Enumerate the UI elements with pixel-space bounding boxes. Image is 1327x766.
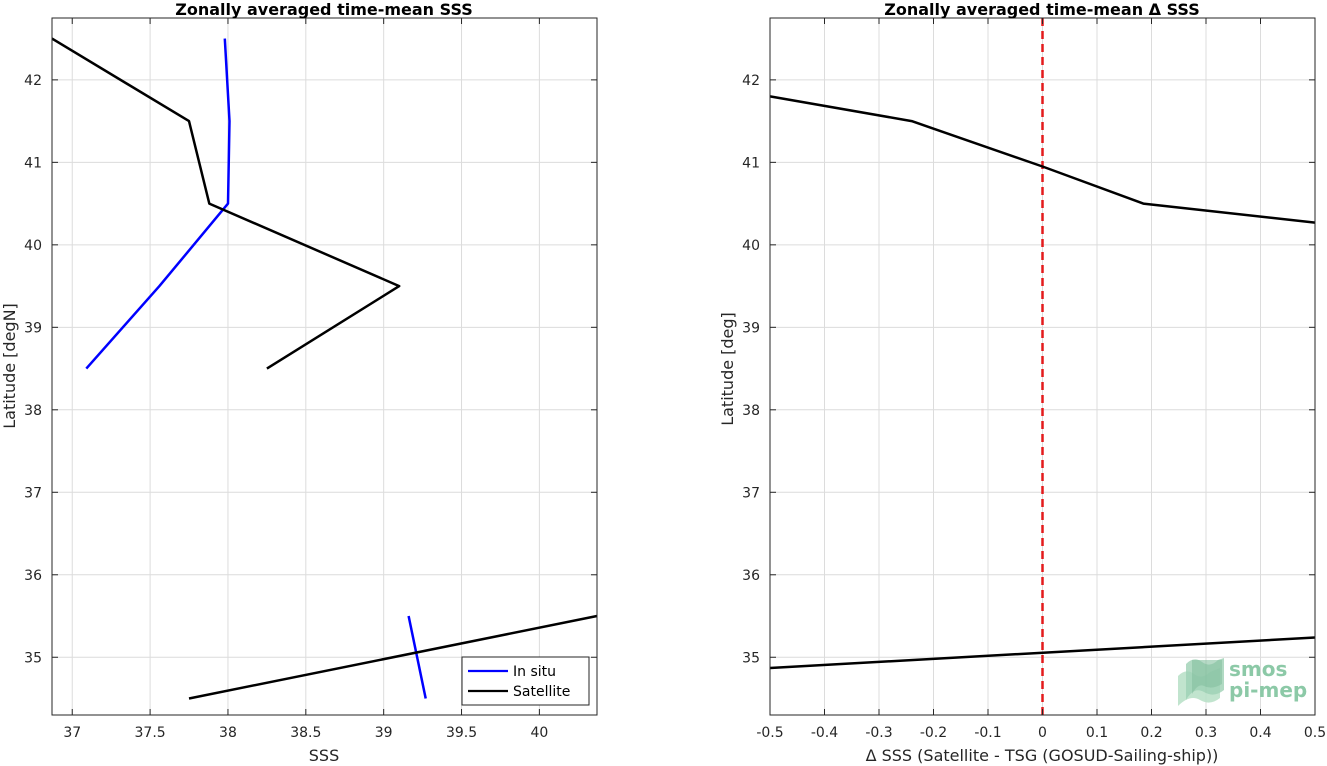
chart-title-delta-sss: Zonally averaged time-mean Δ SSS: [884, 0, 1200, 19]
legend-label-satellite: Satellite: [513, 684, 570, 700]
x-tick-label: 37: [63, 725, 81, 741]
logo-text-pi-mep: pi-mep: [1229, 678, 1307, 702]
x-tick-label: 39.5: [446, 725, 477, 741]
axes-box-sss: [51, 17, 598, 716]
x-tick-label: 0.3: [1195, 725, 1217, 741]
x-tick-label: 0.4: [1249, 725, 1271, 741]
legend: In situ Satellite: [461, 656, 590, 706]
y-tick-label: 42: [24, 73, 42, 89]
x-tick-label: -0.5: [756, 725, 783, 741]
y-ticks-delta-sss: 35 36 37 38 39 40 41 42: [742, 73, 1315, 666]
logo-text-smos: smos: [1229, 657, 1287, 681]
legend-box: [461, 656, 590, 706]
x-tick-label: -0.2: [920, 725, 947, 741]
plot-area-sss: [52, 18, 597, 715]
series-line-satellite-0: [51, 37, 401, 370]
series-line-satellite-1: [188, 614, 598, 700]
chart-title-sss: Zonally averaged time-mean SSS: [175, 0, 473, 19]
x-axis-label-delta-sss: Δ SSS (Satellite - TSG (GOSUD-Sailing-sh…: [866, 746, 1219, 765]
x-tick-label: 0.5: [1304, 725, 1326, 741]
y-tick-label: 39: [24, 320, 42, 336]
y-tick-label: 42: [742, 73, 760, 89]
panel-delta-sss: -0.5 -0.4 -0.3 -0.2 -0.1 0 0.1 0.2 0.3 0.4 0.5 353…: [718, 0, 1326, 765]
x-axis-label-sss: SSS: [309, 746, 339, 765]
y-tick-label: 36: [742, 568, 760, 584]
series-delta-sss: [769, 95, 1316, 670]
x-ticks-sss: 37 37.5 38 38.5 39 39.5 40: [63, 18, 548, 741]
series-line-series-0-1: [769, 636, 1316, 670]
y-tick-label: 35: [24, 650, 42, 666]
y-tick-label: 41: [24, 155, 42, 171]
x-tick-label: -0.3: [865, 725, 892, 741]
y-tick-label: 37: [24, 485, 42, 501]
y-axis-label-sss: Latitude [degN]: [0, 303, 19, 429]
x-tick-label: 38: [219, 725, 237, 741]
x-tick-label: -0.1: [974, 725, 1001, 741]
x-tick-label: 0: [1038, 725, 1047, 741]
x-tick-label: 40: [530, 725, 548, 741]
series-line-in-situ-1: [407, 615, 427, 699]
smos-pi-mep-logo: smos pi-mep: [1178, 657, 1307, 706]
y-tick-label: 37: [742, 485, 760, 501]
series-sss: [51, 37, 598, 700]
x-ticks-delta-sss: -0.5 -0.4 -0.3 -0.2 -0.1 0 0.1 0.2 0.3 0.4 0.5: [756, 18, 1326, 741]
y-tick-label: 38: [24, 403, 42, 419]
y-tick-label: 38: [742, 403, 760, 419]
x-tick-label: 39: [375, 725, 393, 741]
y-tick-label: 36: [24, 568, 42, 584]
x-tick-label: 37.5: [135, 725, 166, 741]
y-tick-label: 40: [24, 238, 42, 254]
legend-label-in-situ: In situ: [513, 664, 556, 680]
series-line-series-0-0: [769, 95, 1316, 224]
y-tick-label: 41: [742, 155, 760, 171]
x-tick-label: 38.5: [290, 725, 321, 741]
series-line-in-situ-0: [85, 38, 231, 370]
y-ticks-sss: 35 36 37 38 39 40 41 42: [24, 73, 597, 666]
y-tick-label: 40: [742, 238, 760, 254]
y-axis-label-delta-sss: Latitude [deg]: [718, 312, 737, 426]
y-tick-label: 39: [742, 320, 760, 336]
panel-sss: 37 37.5 38 38.5 39 39.5 40 35 36 37 38 39 40 41 42 Zo…: [0, 0, 598, 765]
x-tick-label: 0.1: [1086, 725, 1108, 741]
grid-sss: [52, 18, 597, 715]
wave-logo-icon: [1178, 658, 1224, 706]
x-tick-label: 0.2: [1140, 725, 1162, 741]
y-tick-label: 35: [742, 650, 760, 666]
x-tick-label: -0.4: [811, 725, 838, 741]
